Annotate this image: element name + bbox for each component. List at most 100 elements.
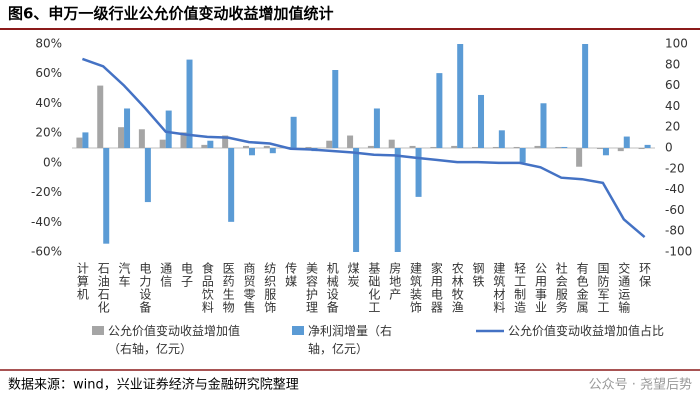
bar (451, 145, 458, 148)
x-tick-label: 美容护理 (304, 262, 318, 314)
y2-tick-label: 100 (665, 37, 688, 51)
bar (347, 135, 354, 148)
x-tick-label: 传媒 (284, 261, 298, 288)
y2-tick-label: -60 (665, 203, 685, 217)
x-tick-label: 食品饮料 (200, 261, 214, 314)
x-tick-label: 社会服务 (554, 261, 568, 314)
x-tick-label: 石油石化 (96, 262, 110, 314)
bar (576, 148, 583, 167)
bar (540, 103, 547, 148)
legend-swatch (92, 326, 104, 335)
bar (76, 137, 83, 148)
bar (144, 148, 151, 203)
y-tick-label: 80% (35, 37, 62, 51)
legend-label: 公允价值变动收益增加值占比 (508, 324, 665, 338)
bar (118, 127, 125, 148)
bar (638, 148, 645, 150)
bar (103, 148, 110, 244)
bar (165, 110, 172, 148)
bar (186, 59, 193, 148)
line-series (81, 57, 646, 239)
y2-tick-label: -100 (665, 245, 692, 259)
x-tick-label: 公用事业 (533, 262, 547, 314)
y-tick-label: -20% (31, 185, 62, 199)
x-tick-label: 有色金属 (575, 262, 589, 314)
x-tick-label: 交通运输 (617, 261, 631, 314)
x-tick-label: 房地产 (388, 261, 402, 301)
bar (596, 148, 603, 150)
bar (409, 145, 416, 148)
y-tick-label: 40% (35, 96, 62, 110)
bar (555, 146, 562, 148)
bar (394, 148, 401, 252)
bar (457, 44, 464, 148)
bar (519, 148, 526, 163)
x-tick-label: 电子 (180, 262, 194, 288)
bar (436, 73, 443, 148)
bar (561, 146, 568, 148)
x-tick-label: 电力设备 (138, 262, 152, 314)
bar (201, 144, 208, 148)
y-tick-label: -40% (31, 215, 62, 229)
bar (180, 132, 187, 148)
x-tick-label: 煤炭 (346, 262, 360, 288)
bar (388, 139, 395, 148)
bar (222, 135, 229, 148)
x-tick-label: 国防军工 (596, 262, 610, 314)
bar (415, 148, 422, 197)
x-tick-label: 农林牧渔 (450, 262, 464, 314)
bar (159, 139, 166, 148)
bar (290, 116, 297, 148)
bar (478, 94, 485, 148)
bar (492, 146, 499, 148)
bar (124, 108, 131, 148)
legend-label: 公允价值变动收益增加值（右轴，亿元） (108, 324, 241, 356)
y2-tick-label: 20 (665, 120, 680, 134)
bar (513, 146, 520, 148)
bar (498, 130, 505, 148)
y2-tick-label: 0 (665, 141, 673, 155)
bar (138, 129, 145, 148)
y2-tick-label: -40 (665, 182, 685, 196)
bar (617, 148, 624, 152)
bar (228, 148, 235, 222)
bar (602, 148, 609, 156)
x-tick-label: 轻工制造 (513, 262, 527, 314)
chart-title: 图6、申万一级行业公允价值变动收益增加值统计 (8, 5, 333, 23)
x-tick-label: 医药生物 (221, 262, 235, 314)
x-tick-label: 通信 (159, 262, 173, 288)
bar (534, 145, 541, 148)
x-tick-label: 纺织服饰 (263, 262, 277, 314)
y2-tick-label: -80 (665, 224, 685, 238)
bar (373, 108, 380, 148)
x-tick-label: 建筑材料 (492, 262, 506, 314)
bar (82, 132, 89, 148)
x-tick-label: 计算机 (75, 262, 89, 301)
y-tick-label: 20% (35, 126, 62, 140)
y2-tick-label: 40 (665, 99, 680, 113)
watermark: 公众号 · 尧望后势 (589, 377, 692, 393)
y-tick-label: -60% (31, 245, 62, 259)
bar (305, 146, 312, 148)
y2-tick-label: -20 (665, 161, 685, 175)
bar (472, 146, 479, 148)
bar (367, 145, 374, 148)
bar (242, 145, 249, 148)
bar (644, 144, 651, 148)
bar (582, 44, 589, 148)
bar (430, 146, 437, 148)
bar (332, 70, 339, 148)
bar (207, 140, 214, 148)
bar (353, 148, 360, 252)
bar (269, 148, 276, 154)
source: 数据来源：wind，兴业证券经济与金融研究院整理 (8, 377, 299, 393)
bar (97, 85, 104, 148)
y-tick-label: 0% (43, 155, 62, 169)
legend-swatch (292, 326, 304, 335)
x-tick-label: 机械设备 (325, 262, 339, 314)
legend-label: 净利润增量（右轴，亿元） (308, 324, 393, 356)
x-tick-label: 汽车 (117, 261, 131, 288)
bar (248, 148, 255, 156)
x-tick-label: 商贸零售 (242, 261, 256, 314)
